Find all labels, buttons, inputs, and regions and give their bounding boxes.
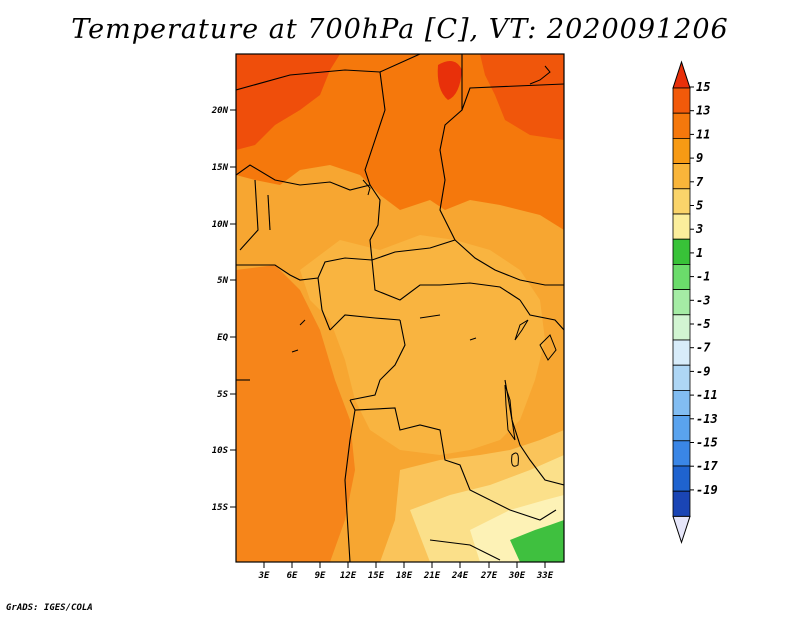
chart-title: Temperature at 700hPa [C], VT: 202009120…: [71, 14, 729, 45]
colorbar-segment: [672, 364, 691, 391]
colorbar-legend: 15 13 11 9 7 5 3 1 -1 -3 -5 -7 -9 -11 -13 -15 -17 -19: [672, 60, 718, 545]
colorbar-segment: [672, 440, 691, 467]
lon-label: 33E: [536, 571, 554, 581]
colorbar-label: 3: [695, 222, 703, 236]
colorbar-label: -13: [696, 412, 718, 426]
field-13to15-northeast: [480, 54, 564, 140]
lat-label: EQ: [217, 333, 228, 343]
lon-label: 3E: [258, 571, 270, 581]
colorbar-segment: [672, 213, 691, 240]
colorbar-segment: [672, 465, 691, 492]
temperature-field: [236, 54, 564, 562]
field-9to11-interior: [300, 235, 545, 455]
lat-label: 10N: [212, 220, 229, 230]
field-13to15-hotspot: [437, 61, 462, 100]
lat-label: 10S: [212, 446, 229, 456]
colorbar-top-arrow: [672, 60, 691, 89]
lakes-and-coastlines: [291, 65, 557, 467]
colorbar-label: -7: [696, 341, 711, 355]
colorbar-segment: [672, 339, 691, 366]
country-borders: [236, 54, 564, 562]
lon-label: 9E: [315, 571, 326, 581]
lon-label: 24E: [451, 571, 469, 581]
longitude-axis: 3E 6E 9E 12E 15E 18E 21E 24E 27E 30E 33E: [258, 562, 554, 581]
colorbar-bottom-arrow: [672, 515, 691, 545]
lon-label: 27E: [480, 571, 498, 581]
colorbar-label: -15: [696, 436, 718, 450]
lon-label: 15E: [368, 571, 385, 581]
colorbar-segment: [672, 263, 691, 290]
colorbar-segment: [672, 87, 691, 114]
colorbar-label: 9: [696, 151, 703, 165]
lon-label: 12E: [340, 571, 357, 581]
colorbar-segment: [672, 188, 691, 215]
colorbar-label: 15: [696, 80, 710, 94]
field-1to3-southeast: [510, 520, 564, 562]
colorbar-label: 13: [696, 104, 710, 118]
lat-label: 15N: [212, 163, 229, 173]
colorbar-label: 1: [696, 246, 703, 260]
lon-label: 30E: [508, 571, 526, 581]
field-11to13-north: [236, 54, 564, 230]
lat-label: 15S: [212, 503, 229, 513]
colorbar-segment: [672, 163, 691, 190]
colorbar-segment: [672, 314, 691, 341]
colorbar-label: -17: [696, 459, 718, 473]
field-11to13-westcoast: [236, 265, 355, 562]
colorbar-label: -19: [696, 483, 718, 497]
lon-label: 21E: [423, 571, 441, 581]
colorbar-segment: [672, 289, 691, 316]
colorbar-segment: [672, 415, 691, 442]
colorbar-label: 7: [696, 175, 704, 189]
credit-text: GrADS: IGES/COLA: [6, 603, 93, 613]
colorbar-segment: [672, 137, 691, 164]
lat-label: 20N: [211, 106, 229, 116]
colorbar-label: -1: [696, 270, 710, 284]
colorbar-label: -9: [696, 364, 710, 378]
colorbar-segment: [672, 238, 691, 265]
colorbar-label: -11: [696, 388, 718, 402]
colorbar-label: 11: [696, 127, 710, 141]
colorbar-segment: [672, 490, 691, 517]
lon-label: 18E: [396, 571, 413, 581]
colorbar-segment: [672, 389, 691, 416]
colorbar-label: 5: [696, 199, 703, 213]
lat-label: 5N: [217, 276, 228, 286]
latitude-axis: 20N 15N 10N 5N EQ 5S 10S 15S: [211, 106, 236, 513]
colorbar-label: -3: [696, 293, 710, 307]
colorbar-segment: [672, 112, 691, 139]
colorbar-label: -5: [696, 317, 710, 331]
lon-label: 6E: [287, 571, 298, 581]
lat-label: 5S: [217, 390, 228, 400]
map-frame: [235, 53, 565, 563]
field-13to15-northwest: [236, 54, 340, 150]
